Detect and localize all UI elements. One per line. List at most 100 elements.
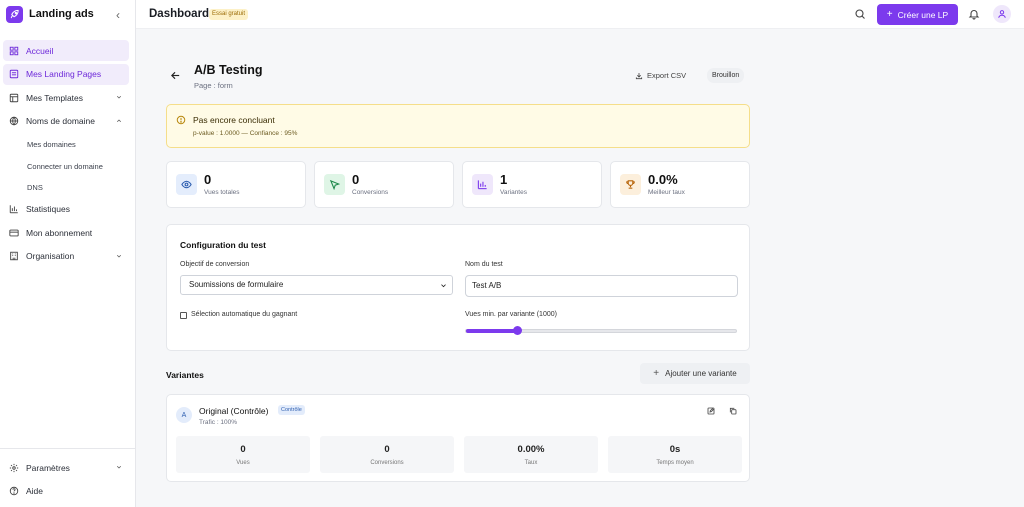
- add-variant-button[interactable]: + Ajouter une variante: [640, 363, 750, 384]
- metric-value: 0s: [669, 444, 681, 455]
- building-icon: [10, 251, 18, 261]
- topbar-title: Dashboard: [149, 8, 210, 20]
- document-icon: [9, 69, 19, 79]
- metric-rate: 0.00% Taux: [464, 436, 598, 473]
- stat-label: Variantes: [500, 189, 527, 196]
- sidebar-item-aide[interactable]: Aide: [3, 481, 129, 502]
- variant-traffic: Trafic : 100%: [199, 419, 238, 426]
- control-badge: Contrôle: [278, 405, 305, 415]
- sidebar: Landing ads ‹ Accueil Mes Landing Pages …: [0, 0, 136, 507]
- status-badge: Brouillon: [707, 68, 745, 83]
- edit-icon[interactable]: [707, 407, 715, 415]
- grid-icon: [9, 46, 19, 55]
- alert-title: Pas encore concluant: [193, 115, 275, 125]
- sidebar-item-label: Aide: [26, 486, 44, 496]
- slider-fill: [466, 329, 518, 333]
- sidebar-bottom: Paramètres Aide: [0, 448, 135, 504]
- sidebar-subitem-connecter-domaine[interactable]: Connecter un domaine: [27, 161, 103, 171]
- auto-winner-checkbox[interactable]: [180, 312, 187, 319]
- plus-icon: +: [886, 9, 893, 20]
- sidebar-item-organisation[interactable]: Organisation: [3, 246, 129, 267]
- objective-label: Objectif de conversion: [180, 261, 250, 268]
- info-icon: [176, 115, 186, 125]
- metric-views: 0 Vues: [176, 436, 310, 473]
- min-views-label: Vues min. par variante (1000): [465, 311, 557, 318]
- bar-chart-icon: [9, 205, 18, 214]
- sidebar-item-accueil[interactable]: Accueil: [3, 40, 129, 61]
- min-views-slider[interactable]: [465, 326, 737, 335]
- sidebar-nav: Accueil Mes Landing Pages Mes Templates …: [3, 40, 129, 269]
- sidebar-item-label: Mon abonnement: [26, 227, 93, 238]
- create-lp-label: Créer une LP: [897, 9, 949, 20]
- page-subtitle: Page : form: [194, 81, 233, 90]
- trial-badge: Essai gratuit: [209, 9, 249, 20]
- sidebar-item-label: Paramètres: [26, 462, 70, 473]
- sidebar-item-label: Mes Landing Pages: [26, 69, 102, 79]
- sidebar-subitem-dns[interactable]: DNS: [27, 183, 43, 193]
- stat-value: 0: [352, 172, 360, 187]
- metric-value: 0: [240, 444, 246, 455]
- variant-name: Original (Contrôle): [199, 406, 269, 416]
- help-icon: [9, 486, 19, 496]
- rocket-icon: [6, 5, 23, 23]
- chevron-down-icon: [441, 284, 446, 288]
- sidebar-item-templates[interactable]: Mes Templates: [3, 87, 129, 108]
- eye-icon: [176, 174, 197, 195]
- sidebar-item-parametres[interactable]: Paramètres: [3, 457, 129, 478]
- stat-value: 0.0%: [648, 172, 678, 187]
- create-lp-button[interactable]: + Créer une LP: [877, 4, 958, 25]
- add-variant-label: Ajouter une variante: [665, 369, 737, 378]
- card-icon: [9, 229, 19, 236]
- user-icon: [998, 10, 1006, 18]
- export-csv-label: Export CSV: [647, 71, 687, 80]
- stat-card-views: 0 Vues totales: [166, 161, 306, 208]
- sidebar-item-domaines[interactable]: Noms de domaine: [3, 111, 129, 132]
- metric-label: Conversions: [370, 460, 404, 466]
- test-name-input[interactable]: Test A/B: [465, 275, 738, 297]
- sidebar-item-landing-pages[interactable]: Mes Landing Pages: [3, 63, 129, 85]
- topbar: Dashboard Essai gratuit + Créer une LP: [136, 0, 1024, 29]
- chevron-up-icon: [116, 118, 122, 122]
- metric-label: Temps moyen: [656, 460, 694, 466]
- test-config-card: Configuration du test Objectif de conver…: [166, 224, 750, 351]
- stat-value: 1: [500, 172, 508, 187]
- plus-icon: +: [653, 368, 660, 379]
- page-title: A/B Testing: [194, 63, 263, 77]
- chevron-down-icon: [116, 465, 122, 469]
- stat-card-variants: 1 Variantes: [462, 161, 602, 208]
- sidebar-item-label: Accueil: [26, 45, 54, 56]
- auto-winner-label: Sélection automatique du gagnant: [191, 311, 298, 318]
- back-arrow-icon[interactable]: [170, 70, 181, 81]
- template-icon: [9, 93, 19, 102]
- metric-avg-time: 0s Temps moyen: [608, 436, 742, 473]
- bar-chart-icon: [472, 174, 493, 195]
- significance-alert: Pas encore concluant p-value : 1.0000 — …: [166, 104, 750, 148]
- search-icon[interactable]: [854, 8, 866, 20]
- stat-card-conversions: 0 Conversions: [314, 161, 454, 208]
- stat-label: Conversions: [352, 189, 389, 196]
- metric-value: 0: [384, 444, 390, 455]
- variant-metrics: 0 Vues 0 Conversions 0.00% Taux 0s Temps…: [176, 436, 742, 473]
- copy-icon[interactable]: [729, 407, 737, 415]
- brand[interactable]: Landing ads ‹: [6, 5, 130, 23]
- sidebar-item-statistiques[interactable]: Statistiques: [3, 199, 129, 220]
- user-avatar[interactable]: [993, 5, 1011, 23]
- stats-row: 0 Vues totales 0 Conversions 1 Variantes…: [166, 161, 750, 208]
- slider-thumb[interactable]: [512, 326, 522, 335]
- metric-label: Taux: [524, 460, 538, 466]
- chevron-down-icon: [116, 254, 122, 258]
- config-title: Configuration du test: [180, 240, 266, 250]
- cursor-icon: [324, 174, 345, 195]
- bell-icon[interactable]: [968, 8, 980, 20]
- sidebar-item-label: Noms de domaine: [26, 116, 95, 126]
- stat-value: 0: [204, 172, 212, 187]
- collapse-sidebar-icon[interactable]: ‹: [116, 8, 120, 22]
- export-csv-button[interactable]: Export CSV: [635, 71, 686, 80]
- variant-letter: A: [176, 407, 192, 423]
- sidebar-subitem-mes-domaines[interactable]: Mes domaines: [27, 140, 76, 150]
- alert-text: p-value : 1.0000 — Confiance : 95%: [193, 130, 298, 137]
- sidebar-item-abonnement[interactable]: Mon abonnement: [3, 222, 129, 243]
- objective-select[interactable]: Soumissions de formulaire: [180, 275, 453, 295]
- stat-card-best-rate: 0.0% Meilleur taux: [610, 161, 750, 208]
- metric-label: Vues: [236, 460, 250, 466]
